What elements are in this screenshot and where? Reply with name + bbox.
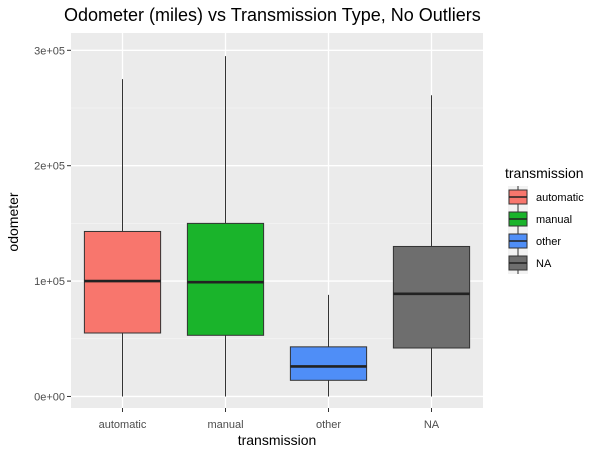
chart-title: Odometer (miles) vs Transmission Type, N… bbox=[64, 5, 481, 25]
legend-item-other: other bbox=[508, 230, 561, 252]
legend-item-NA: NA bbox=[508, 252, 552, 274]
box-NA bbox=[392, 95, 471, 397]
y-tick-label: 2e+05 bbox=[34, 161, 65, 173]
y-tick-label: 0e+00 bbox=[34, 391, 65, 403]
boxes bbox=[83, 56, 471, 397]
iqr-box bbox=[186, 222, 265, 336]
legend-label: automatic bbox=[536, 192, 584, 204]
y-axis-title: odometer bbox=[5, 192, 21, 251]
legend: transmission automatic manual other NA bbox=[505, 165, 584, 274]
legend-item-automatic: automatic bbox=[508, 186, 584, 208]
y-tick-label: 1e+05 bbox=[34, 276, 65, 288]
x-tick-label: manual bbox=[207, 419, 243, 431]
iqr-box bbox=[289, 346, 368, 381]
box-other bbox=[289, 294, 368, 397]
box-manual bbox=[186, 56, 265, 397]
legend-item-manual: manual bbox=[508, 208, 572, 230]
legend-title: transmission bbox=[505, 165, 584, 181]
legend-label: other bbox=[536, 236, 561, 248]
box-automatic bbox=[83, 79, 162, 397]
plot-panel bbox=[71, 33, 483, 408]
x-tick-label: NA bbox=[424, 419, 440, 431]
iqr-box bbox=[392, 245, 471, 349]
x-tick-label: other bbox=[316, 419, 341, 431]
x-tick-label: automatic bbox=[99, 419, 147, 431]
axes: 0e+00 1e+05 2e+05 3e+05 automatic manual other… bbox=[34, 45, 440, 431]
legend-label: NA bbox=[536, 258, 552, 270]
x-axis-title: transmission bbox=[238, 432, 317, 448]
y-tick-label: 3e+05 bbox=[34, 45, 65, 57]
legend-label: manual bbox=[536, 214, 572, 226]
